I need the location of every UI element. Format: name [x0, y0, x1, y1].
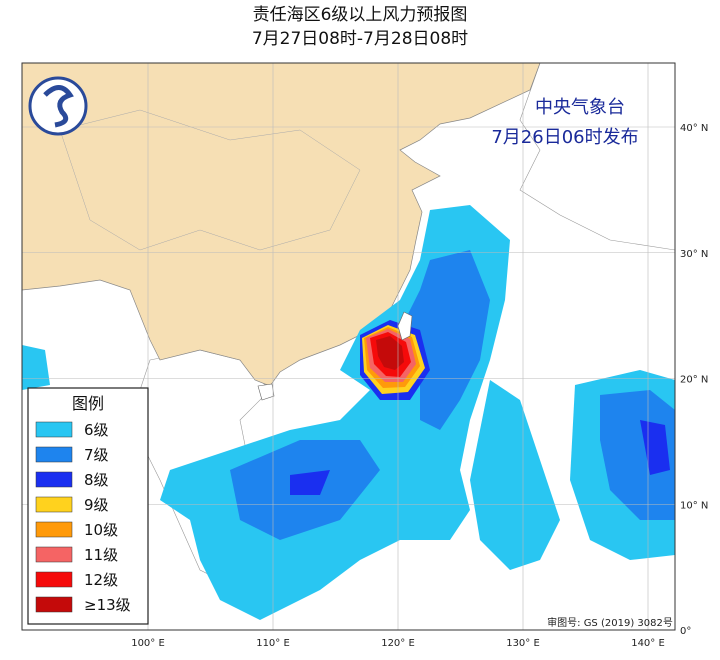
legend-label: 8级 [84, 471, 109, 489]
legend-label: 10级 [84, 521, 118, 539]
credit: 审图号: GS (2019) 3082号 [547, 616, 673, 629]
legend-label: 9级 [84, 496, 109, 514]
issuer: 中央气象台 [535, 97, 625, 118]
legend-swatch [35, 471, 73, 488]
hainan [257, 383, 275, 401]
lon-label: 120° E [381, 638, 415, 649]
legend-label: ≥13级 [84, 596, 131, 614]
legend-swatch [35, 446, 73, 463]
lat-label: 10° N [680, 500, 708, 511]
lon-label: 100° E [131, 638, 165, 649]
legend-title: 图例 [72, 394, 104, 413]
province-borders [59, 109, 361, 251]
axis-labels: 100° E 110° E 120° E 130° E 140° E 40° N 30° N… [131, 123, 708, 649]
legend-swatch [35, 421, 73, 438]
legend-swatch [35, 546, 73, 563]
lat-label: 40° N [680, 123, 708, 134]
lon-label: 130° E [506, 638, 540, 649]
legend-label: 7级 [84, 446, 109, 464]
taiwan [397, 311, 413, 341]
wind-areas [22, 205, 675, 620]
map [22, 63, 675, 630]
legend-swatch [35, 571, 73, 588]
legend-swatch [35, 496, 73, 513]
logo-mark [43, 85, 74, 128]
lat-label: 30° N [680, 249, 708, 260]
legend-label: 12级 [84, 571, 118, 589]
legend-label: 11级 [84, 546, 118, 564]
legend-swatch [35, 521, 73, 538]
lon-label: 110° E [256, 638, 290, 649]
map-frame [21, 62, 676, 631]
lon-label: 140° E [631, 638, 665, 649]
legend-label: 6级 [84, 421, 109, 439]
lat-label: 20° N [680, 375, 708, 386]
legend-swatch [35, 596, 73, 613]
issue-time: 7月26日06时发布 [491, 127, 638, 148]
lat-label: 0° [680, 626, 691, 637]
subtitle: 7月27日08时-7月28日08时 [252, 29, 468, 49]
legend: 图例 6级 7级 8级 9级 10级 11级 12级 ≥13级 [27, 387, 149, 625]
title: 责任海区6级以上风力预报图 [253, 5, 468, 25]
